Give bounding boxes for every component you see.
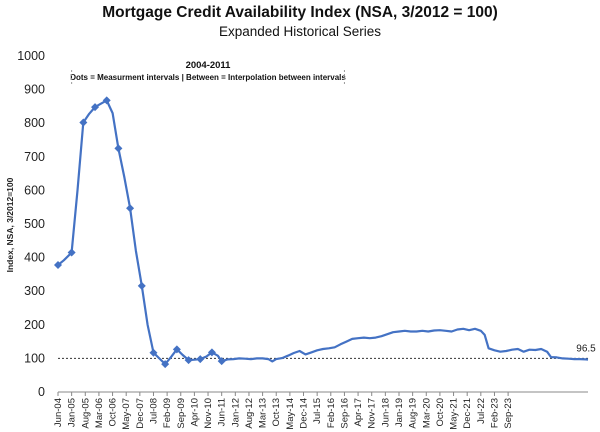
x-tick-label: Jun-11 (217, 398, 228, 426)
data-point-marker (91, 103, 100, 112)
x-tick-label: Jan-12 (230, 398, 241, 427)
y-tick-label: 700 (24, 150, 45, 164)
x-tick-label: May-14 (285, 398, 296, 430)
x-tick-label: Oct-06 (108, 398, 119, 427)
data-point-marker (161, 360, 170, 369)
x-tick-label: Apr-10 (189, 398, 200, 427)
x-tick-label: May-21 (449, 398, 460, 430)
annotation-heading: 2004-2011 (186, 60, 232, 71)
x-tick-label: Sep-09 (176, 398, 187, 429)
x-tick-label: Jun-04 (53, 398, 64, 427)
x-tick-label: Feb-23 (489, 398, 500, 428)
data-point-marker (217, 357, 226, 366)
data-point-marker (102, 96, 111, 105)
x-tick-label: Jul-15 (312, 398, 323, 424)
x-tick-label: Mar-06 (94, 398, 105, 428)
annotation: 2004-2011 Dots = Measurment intervals | … (70, 60, 346, 86)
series-line (57, 99, 589, 366)
x-tick-label: Dec-07 (135, 398, 146, 429)
y-axis-label: Index, NSA, 3/2012=100 (5, 177, 15, 272)
x-tick-label: Aug-19 (408, 398, 419, 429)
x-tick-label: Jan-19 (394, 398, 405, 427)
data-point-marker (126, 204, 135, 213)
x-tick-label: Aug-05 (80, 398, 91, 429)
y-axis: 0 100 200 300 400 500 600 700 800 900 1000 (17, 49, 45, 399)
x-tick-label: Sep-16 (339, 398, 350, 429)
y-tick-label: 1000 (17, 49, 45, 63)
y-tick-label: 100 (24, 351, 45, 365)
x-tick-label: Jan-05 (67, 398, 78, 427)
data-point-marker (114, 144, 123, 153)
y-tick-label: 300 (24, 284, 45, 298)
x-tick-label: Dec-14 (299, 398, 310, 429)
x-tick-label: Mar-20 (421, 398, 432, 428)
y-tick-label: 0 (38, 385, 45, 399)
y-tick-label: 500 (24, 217, 45, 231)
x-axis: Jun-04 Jan-05 Aug-05 Mar-06 Oct-06 May-07 Dec-… (53, 392, 514, 430)
data-point-marker (196, 355, 205, 364)
data-point-marker (172, 345, 181, 354)
data-point-marker (149, 348, 158, 357)
y-tick-label: 900 (24, 83, 45, 97)
x-tick-label: Jun-18 (380, 398, 391, 427)
x-tick-label: Feb-09 (162, 398, 173, 428)
x-tick-label: May-07 (121, 398, 132, 430)
chart-title: Mortgage Credit Availability Index (NSA,… (102, 4, 498, 21)
x-tick-label: Jul-22 (476, 398, 487, 424)
x-tick-label: Mar-13 (258, 398, 269, 428)
y-tick-label: 600 (24, 183, 45, 197)
y-tick-label: 400 (24, 251, 45, 265)
series-markers (54, 96, 226, 369)
data-point-marker (54, 260, 62, 269)
x-tick-label: Oct-13 (271, 398, 282, 427)
x-tick-label: Feb-16 (326, 398, 337, 428)
x-tick-label: Sep-23 (503, 398, 514, 429)
data-point-marker (67, 248, 76, 257)
x-tick-label: Nov-17 (367, 398, 378, 429)
x-tick-label: Nov-10 (203, 398, 214, 429)
data-point-marker (207, 348, 216, 357)
x-tick-label: Oct-20 (435, 398, 446, 427)
data-point-marker (79, 118, 88, 127)
x-tick-label: Jul-08 (148, 398, 159, 424)
x-tick-label: Apr-17 (353, 398, 364, 427)
annotation-text: Dots = Measurment intervals | Between = … (70, 73, 346, 82)
x-tick-label: Aug-12 (244, 398, 255, 429)
data-point-marker (137, 281, 146, 290)
end-value-label: 96.5 (576, 344, 596, 355)
y-tick-label: 800 (24, 116, 45, 130)
chart-subtitle: Expanded Historical Series (219, 24, 381, 39)
data-point-marker (184, 356, 193, 365)
y-tick-label: 200 (24, 318, 45, 332)
x-tick-label: Dec-21 (462, 398, 473, 429)
